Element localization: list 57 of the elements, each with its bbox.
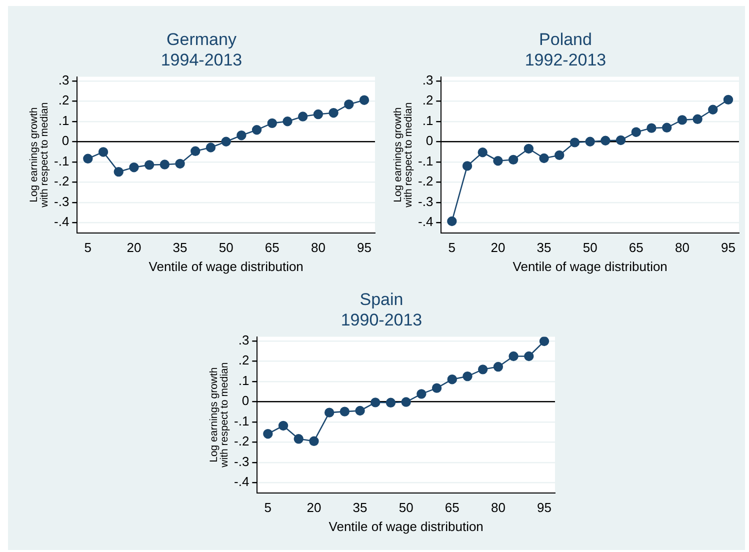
x-tick-label: 80 — [490, 500, 506, 516]
x-tick-label: 65 — [628, 240, 644, 256]
x-axis-title: Ventile of wage distribution — [148, 258, 304, 274]
x-tick-label: 80 — [674, 240, 690, 256]
x-tick-label: 50 — [582, 240, 598, 256]
x-axis-title: Ventile of wage distribution — [328, 518, 484, 534]
chart-subtitle: 1994-2013 — [160, 50, 242, 70]
y-tick-label: -.3 — [418, 194, 434, 209]
x-tick-label: 35 — [352, 500, 368, 516]
x-tick-label: 20 — [490, 240, 506, 256]
x-tick-label: 80 — [310, 240, 326, 256]
y-axis-title: Log earnings growth with respect to median — [208, 362, 231, 468]
y-tick-label: .1 — [422, 112, 434, 128]
chart-subtitle: 1992-2013 — [524, 50, 606, 70]
y-tick-label: .3 — [238, 332, 250, 348]
y-tick-label: .2 — [58, 92, 70, 108]
y-tick-label: 0 — [242, 393, 250, 408]
y-tick-label: .3 — [422, 72, 434, 88]
x-tick-label: 5 — [84, 240, 92, 256]
x-tick-label: 5 — [264, 500, 272, 516]
y-axis-title: Log earnings growth with respect to median — [392, 102, 415, 208]
x-tick-label: 20 — [126, 240, 142, 256]
y-tick-label: .3 — [58, 72, 70, 88]
y-tick-label: -.4 — [234, 474, 250, 490]
x-tick-label: 5 — [448, 240, 456, 256]
x-tick-label: 50 — [398, 500, 414, 516]
x-tick-label: 65 — [444, 500, 460, 516]
y-tick-label: -.3 — [54, 194, 70, 209]
chart-title: Spain — [360, 290, 404, 309]
chart-title: Germany — [166, 30, 237, 49]
y-tick-label: -.1 — [234, 413, 250, 428]
x-tick-label: 20 — [306, 500, 322, 516]
y-tick-label: .1 — [238, 372, 250, 388]
y-tick-label: -.2 — [418, 174, 434, 189]
y-tick-label: -.4 — [418, 214, 434, 230]
y-tick-label: -.2 — [234, 434, 250, 449]
y-tick-label: .2 — [422, 92, 434, 108]
y-tick-label: -.1 — [418, 153, 434, 168]
x-tick-label: 95 — [721, 240, 736, 256]
y-axis-title: Log earnings growth with respect to median — [28, 102, 51, 208]
x-tick-label: 95 — [537, 500, 552, 516]
x-tick-label: 65 — [264, 240, 280, 256]
x-axis-title: Ventile of wage distribution — [512, 258, 668, 274]
y-tick-label: 0 — [426, 133, 434, 148]
y-tick-label: .2 — [238, 352, 250, 368]
y-tick-label: -.3 — [234, 454, 250, 469]
x-tick-label: 50 — [218, 240, 234, 256]
x-tick-label: 95 — [357, 240, 372, 256]
chart-title: Poland — [539, 30, 592, 49]
y-tick-label: -.2 — [54, 174, 70, 189]
chart-subtitle: 1990-2013 — [340, 310, 422, 330]
y-tick-label: -.4 — [54, 214, 70, 230]
x-tick-label: 35 — [536, 240, 552, 256]
y-tick-label: 0 — [62, 133, 70, 148]
y-tick-label: -.1 — [54, 153, 70, 168]
x-tick-label: 35 — [172, 240, 188, 256]
y-tick-label: .1 — [58, 112, 70, 128]
